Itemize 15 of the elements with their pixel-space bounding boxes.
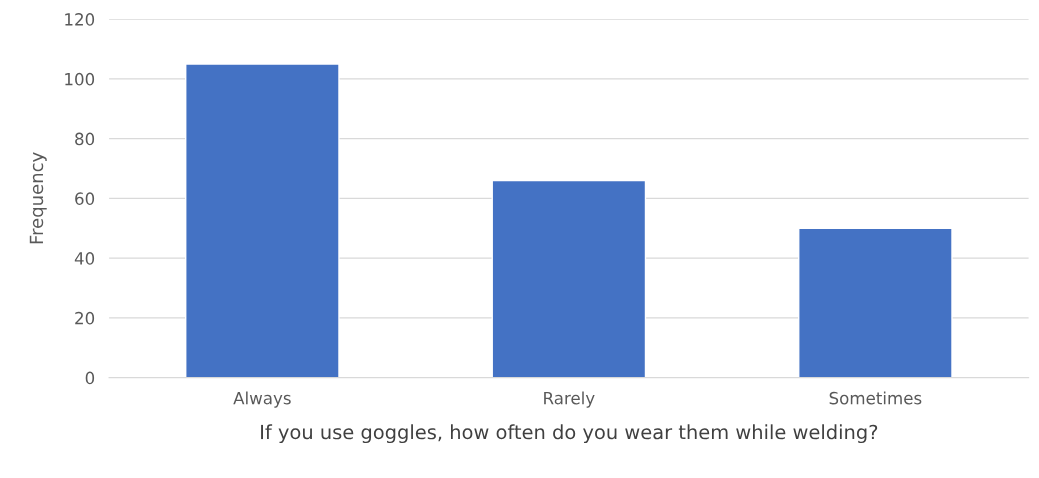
x-tick-label: Always bbox=[233, 391, 291, 408]
y-tick-label: 20 bbox=[75, 311, 95, 325]
y-axis-title: Frequency bbox=[29, 152, 47, 244]
x-axis-title: If you use goggles, how often do you wear them while welding? bbox=[261, 424, 878, 444]
x-tick-label: Rarely bbox=[544, 391, 595, 408]
y-tick-label: 0 bbox=[85, 371, 95, 385]
y-tick-label: 100 bbox=[65, 72, 95, 86]
bar bbox=[185, 63, 340, 378]
x-tick-label: Sometimes bbox=[829, 391, 922, 405]
bar bbox=[798, 227, 953, 378]
y-tick-label: 60 bbox=[75, 192, 95, 205]
y-tick-label: 40 bbox=[74, 252, 95, 265]
bar bbox=[491, 179, 647, 378]
y-tick-label: 120 bbox=[65, 13, 95, 26]
y-tick-label: 80 bbox=[75, 132, 95, 146]
